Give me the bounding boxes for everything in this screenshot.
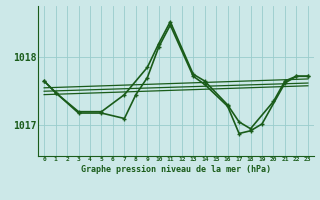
X-axis label: Graphe pression niveau de la mer (hPa): Graphe pression niveau de la mer (hPa) <box>81 165 271 174</box>
